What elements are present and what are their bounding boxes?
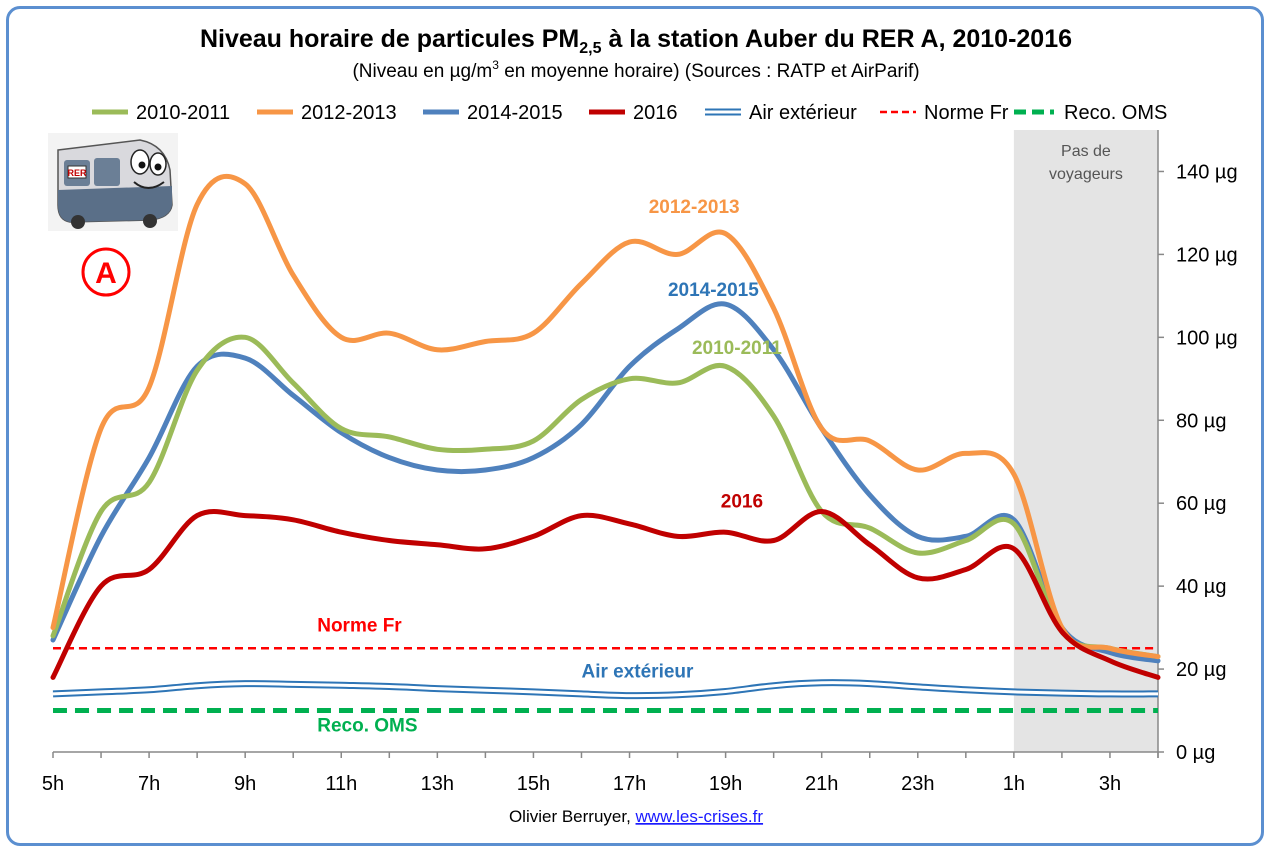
- y-tick-label: 80 µg: [1176, 410, 1226, 432]
- annotation-air-exterieur: Air extérieur: [581, 661, 694, 682]
- legend-2014-2015-label: 2014-2015: [467, 102, 563, 124]
- shaded-region-label-line1: Pas de: [1061, 143, 1111, 160]
- x-tick-label: 15h: [517, 773, 550, 795]
- chart-subtitle: (Niveau en µg/m3 en moyenne horaire) (So…: [352, 58, 919, 82]
- chart-title: Niveau horaire de particules PM2,5 à la …: [200, 25, 1072, 57]
- y-tick-label: 100 µg: [1176, 327, 1238, 349]
- x-tick-label: 1h: [1003, 773, 1025, 795]
- annotation-norme-fr: Norme Fr: [317, 616, 402, 637]
- y-tick-label: 140 µg: [1176, 161, 1238, 183]
- legend-2016-label: 2016: [633, 102, 678, 124]
- legend: 2010-2011 2012-2013 2014-2015 2016 Air extér…: [92, 102, 1167, 124]
- x-tick-label: 3h: [1099, 773, 1121, 795]
- x-tick-label: 11h: [325, 773, 357, 795]
- series-line-2014-2015: [50, 301, 1161, 664]
- series-line-2016: [50, 509, 1161, 680]
- annotation-2014-2015: 2014-2015: [668, 280, 759, 301]
- series-line-air-exterieur-inner: [52, 681, 1159, 698]
- legend-2010-2011-label: 2010-2011: [136, 102, 230, 124]
- series-line-2012-2013: [50, 174, 1161, 660]
- legend-norme-fr-label: Norme Fr: [924, 102, 1009, 124]
- legend-air-exterieur-label: Air extérieur: [749, 102, 857, 124]
- shaded-region-label-line2: voyageurs: [1049, 166, 1123, 183]
- legend-reco-oms-label: Reco. OMS: [1064, 102, 1167, 124]
- line-a-badge: A: [81, 247, 131, 297]
- x-tick-label: 5h: [42, 773, 64, 795]
- rer-train-logo: RER: [48, 133, 178, 231]
- y-tick-label: 120 µg: [1176, 244, 1238, 266]
- x-tick-label: 13h: [421, 773, 454, 795]
- x-tick-label: 7h: [138, 773, 160, 795]
- y-tick-label: 20 µg: [1176, 659, 1226, 681]
- x-tick-label: 23h: [901, 773, 934, 795]
- series-line-2010-2011: [50, 334, 1161, 660]
- line-a-letter: A: [95, 257, 117, 290]
- credit-site-link[interactable]: www.les-crises.fr: [635, 807, 764, 826]
- y-tick-label: 40 µg: [1176, 576, 1226, 598]
- y-tick-label: 0 µg: [1176, 742, 1215, 764]
- legend-2012-2013-label: 2012-2013: [301, 102, 397, 124]
- y-tick-label: 60 µg: [1176, 493, 1226, 515]
- annotation-reco-oms: Reco. OMS: [317, 715, 417, 736]
- annotation-2016: 2016: [721, 491, 763, 512]
- annotation-2012-2013: 2012-2013: [649, 197, 740, 218]
- annotation-2010-2011: 2010-2011: [692, 338, 782, 359]
- credit-line: Olivier Berruyer, www.les-crises.fr: [509, 807, 763, 826]
- x-tick-label: 9h: [234, 773, 256, 795]
- x-tick-label: 17h: [613, 773, 646, 795]
- rer-label: RER: [67, 168, 87, 178]
- x-tick-label: 21h: [805, 773, 838, 795]
- x-tick-label: 19h: [709, 773, 742, 795]
- credit-author: Olivier Berruyer,: [509, 807, 636, 826]
- plot-area: Pas de voyageurs 0 µg 20 µg 40 µg 60 µg 80 µg 1…: [42, 130, 1238, 795]
